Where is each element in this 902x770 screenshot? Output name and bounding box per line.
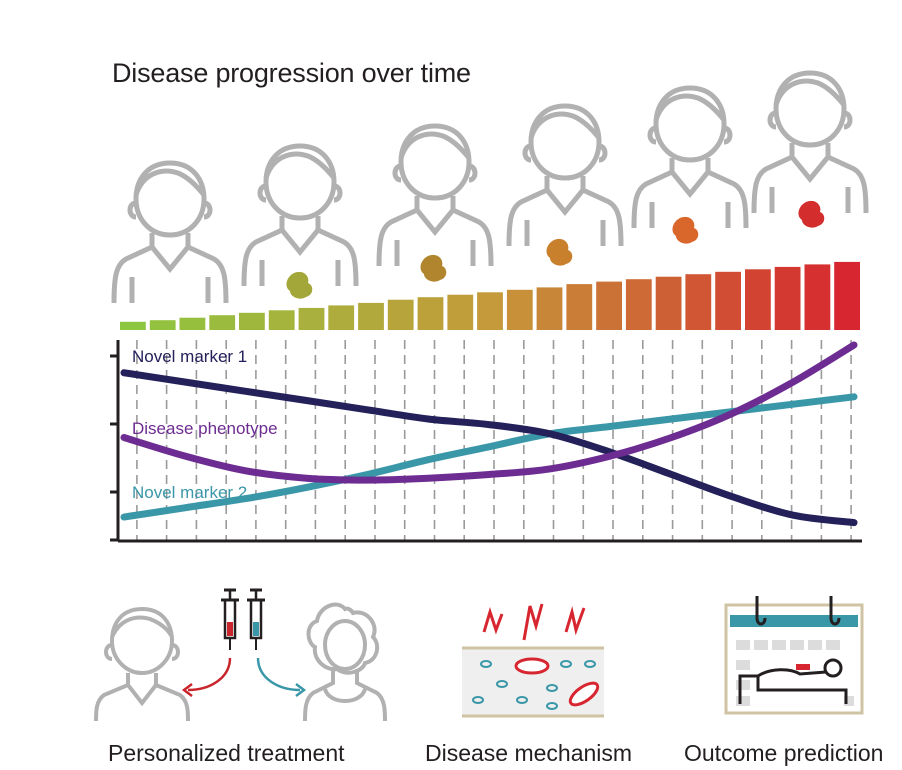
lesion-icon-4: [672, 216, 699, 244]
progression-bar: [477, 292, 503, 330]
series-line-novel-marker-1: [120, 369, 858, 527]
person-icon-1: [114, 163, 226, 303]
caption-outcome-prediction: Outcome prediction: [684, 740, 884, 766]
progression-bar: [298, 307, 325, 330]
person-icon-6: [754, 73, 866, 213]
progression-bar: [745, 269, 771, 330]
people-row: [114, 73, 866, 303]
lesion-icon-2: [420, 254, 447, 282]
y-ticks: [110, 354, 118, 542]
progression-bar: [625, 279, 652, 330]
progression-bar: [506, 289, 533, 330]
progression-bar: [715, 271, 741, 330]
progression-bar: [774, 266, 801, 330]
caption-personalized-treatment: Personalized treatment: [108, 740, 345, 766]
person-icon-2: [244, 146, 356, 286]
series-line-disease-phenotype: [120, 341, 858, 484]
progression-bar: [596, 281, 622, 330]
progression-bar: [358, 302, 384, 330]
progression-bar: [239, 312, 265, 330]
progression-bars: [120, 261, 860, 330]
person-icon-5: [634, 88, 746, 228]
progression-bar: [417, 297, 444, 330]
progression-bar: [209, 315, 236, 330]
caption-disease-mechanism: Disease mechanism: [425, 740, 633, 766]
label-novel-marker-2: Novel marker 2: [132, 483, 247, 502]
progression-bar: [804, 264, 831, 330]
person-icon-4: [509, 106, 621, 246]
label-disease-phenotype: Disease phenotype: [132, 419, 278, 438]
progression-bar: [566, 284, 593, 330]
lesion-icon-3: [546, 238, 573, 266]
outcome-icon: [724, 596, 864, 715]
treatment-icon: [94, 588, 387, 722]
progression-bar: [387, 299, 414, 330]
diagram-title: Disease progression over time: [112, 58, 471, 88]
progression-bar: [179, 317, 206, 330]
progression-bar: [149, 320, 176, 330]
progression-bar: [447, 294, 474, 330]
label-novel-marker-1: Novel marker 1: [132, 347, 247, 366]
progression-bar: [685, 274, 712, 330]
progression-bar: [120, 321, 146, 330]
progression-bar: [655, 276, 682, 330]
progression-bar: [834, 261, 860, 330]
mechanism-icon: [462, 603, 604, 718]
lesion-icon-1: [286, 271, 313, 299]
chart-grid: [136, 340, 852, 541]
progression-bar: [268, 310, 295, 330]
progression-bar: [328, 305, 355, 330]
progression-bar: [536, 287, 563, 330]
person-icon-3: [379, 126, 491, 266]
chart-lines: [120, 341, 858, 527]
chart-axes: [110, 340, 862, 543]
lesion-icon-5: [798, 200, 825, 228]
